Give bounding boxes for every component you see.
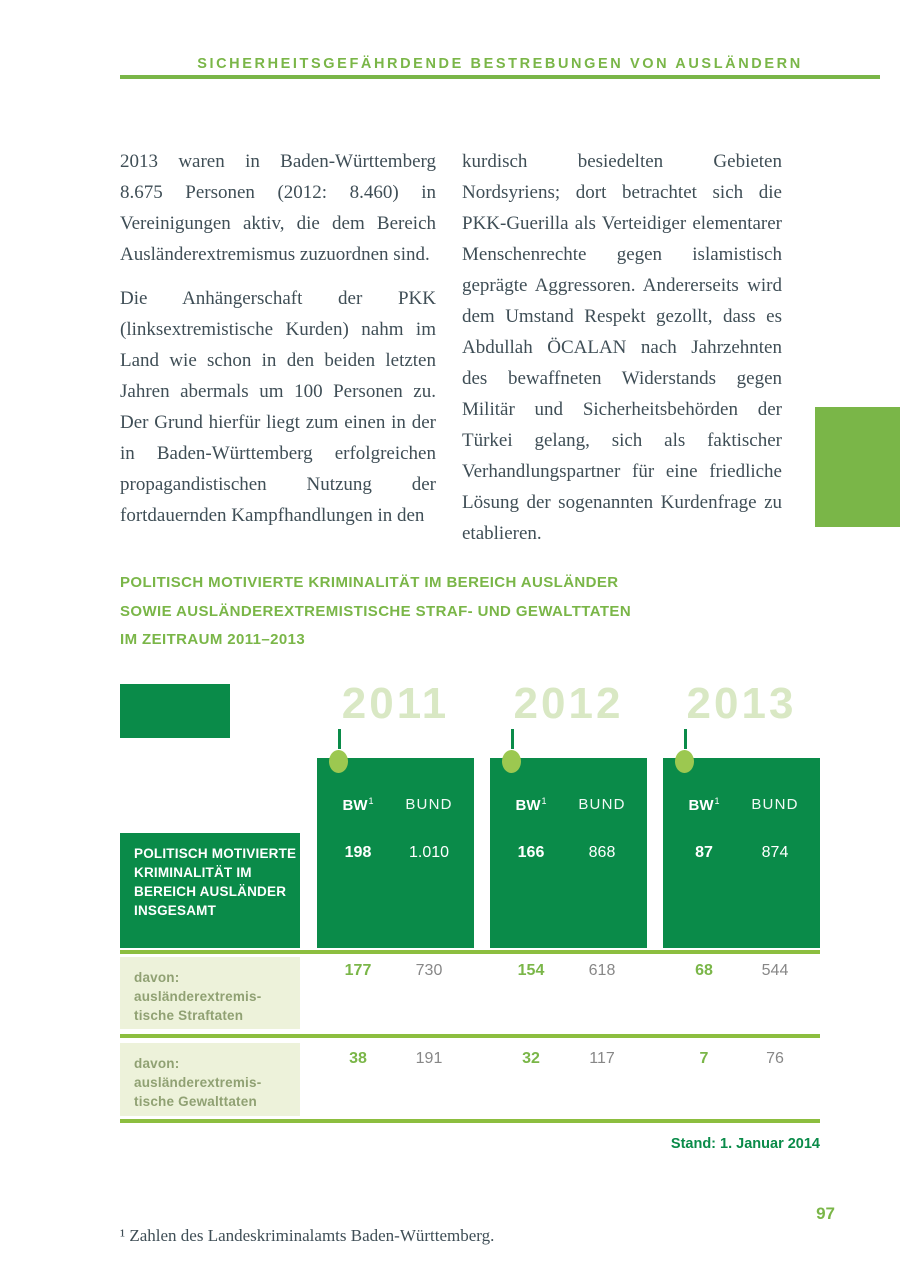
value-cell-straftaten-bw: 154: [517, 962, 545, 979]
year-tick: [338, 729, 341, 749]
value-cell-total-bund: 1.010: [408, 844, 450, 861]
data-panel-2012: BW1 BUND 166 868: [490, 758, 647, 948]
data-panel-2013: BW1 BUND 87 874: [663, 758, 820, 948]
footnote-marker: 1: [541, 796, 547, 806]
row-separator: [120, 1034, 820, 1038]
row-label-text: davon: ausländerextremis- tische Gewaltt…: [134, 1056, 262, 1109]
value-cell-straftaten-bw: 177: [344, 962, 372, 979]
row-label-total: POLITISCH MOTIVIERTE KRIMINALITÄT IM BER…: [120, 833, 300, 948]
column-header-bund: BUND: [405, 796, 453, 813]
row-label-gewalttaten: davon: ausländerextremis- tische Gewaltt…: [120, 1043, 300, 1116]
body-column-right: kurdisch besiedelten Gebieten Nordsyrien…: [462, 146, 782, 562]
year-tick: [511, 729, 514, 749]
column-header-bw: BW1: [500, 796, 562, 814]
value-cell-straftaten-bund: 544: [761, 962, 789, 979]
column-header-bund: BUND: [751, 796, 799, 813]
decorative-green-block: [120, 684, 230, 738]
year-dot: [329, 750, 348, 773]
data-panel-2011: BW1 BUND 198 1.010: [317, 758, 474, 948]
column-header-bw-label: BW: [688, 797, 714, 814]
value-cell-total-bw: 166: [517, 844, 545, 861]
value-cell-gewalttaten-bw: 32: [522, 1050, 540, 1067]
header-rule: [120, 75, 880, 79]
footnote: ¹ Zahlen des Landeskriminalamts Baden-Wü…: [120, 1226, 495, 1245]
infographic-title: POLITISCH MOTIVIERTE KRIMINALITÄT IM BER…: [120, 574, 632, 648]
column-header-bw: BW1: [673, 796, 735, 814]
value-cell-straftaten-bund: 618: [588, 962, 616, 979]
year-label-2012: 2012: [513, 679, 624, 728]
column-header-bw-label: BW: [515, 797, 541, 814]
value-cell-gewalttaten-bund: 117: [589, 1050, 615, 1067]
column-header-bw: BW1: [327, 796, 389, 814]
page-number: 97: [816, 1204, 835, 1223]
value-cell-gewalttaten-bund: 76: [766, 1050, 784, 1067]
year-tick: [684, 729, 687, 749]
value-cell-total-bund: 874: [761, 844, 789, 861]
value-cell-straftaten-bw: 68: [695, 962, 713, 979]
paragraph: 2013 waren in Baden-Württemberg 8.675 Pe…: [120, 151, 436, 265]
row-separator: [120, 950, 820, 954]
row-label-straftaten: davon: ausländerextremis- tische Strafta…: [120, 957, 300, 1029]
row-label-text: davon: ausländerextremis- tische Strafta…: [134, 970, 262, 1023]
year-label-2011: 2011: [341, 679, 450, 728]
stand-note: Stand: 1. Januar 2014: [670, 1136, 820, 1152]
year-dot: [675, 750, 694, 773]
footnote-marker: 1: [368, 796, 374, 806]
row-separator: [120, 1119, 820, 1123]
value-cell-gewalttaten-bund: 191: [415, 1050, 443, 1067]
value-cell-gewalttaten-bw: 7: [699, 1050, 709, 1067]
column-header-bw-label: BW: [342, 797, 368, 814]
paragraph: kurdisch besiedelten Gebieten Nordsyrien…: [462, 151, 782, 544]
value-cell-straftaten-bund: 730: [415, 962, 443, 979]
paragraph: Die Anhängerschaft der PKK (linksextremi…: [120, 288, 436, 526]
year-label-2013: 2013: [686, 679, 797, 728]
value-cell-total-bund: 868: [588, 844, 616, 861]
chapter-side-tab: [815, 407, 900, 527]
year-dot: [502, 750, 521, 773]
row-label-text: POLITISCH MOTIVIERTE KRIMINALITÄT IM BER…: [134, 846, 297, 918]
body-column-left: 2013 waren in Baden-Württemberg 8.675 Pe…: [120, 146, 436, 544]
value-cell-gewalttaten-bw: 38: [349, 1050, 367, 1067]
footnote-marker: 1: [714, 796, 720, 806]
value-cell-total-bw: 198: [344, 844, 372, 861]
value-cell-total-bw: 87: [695, 844, 713, 861]
page-header-title: SICHERHEITSGEFÄHRDENDE BESTREBUNGEN VON …: [197, 56, 803, 72]
column-header-bund: BUND: [578, 796, 626, 813]
